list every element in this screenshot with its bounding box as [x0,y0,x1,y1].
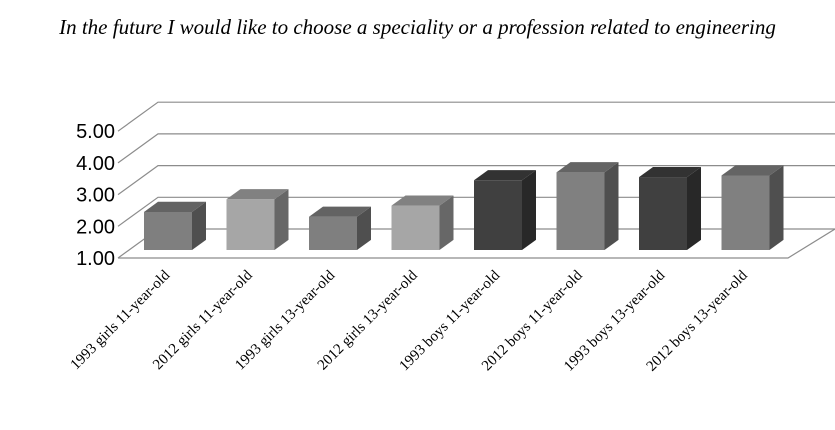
bar-side [439,195,454,250]
bar-top [226,189,289,200]
y-axis-ticks: 1.00 2.00 3.00 4.00 5.00 [76,121,115,270]
bar-top [309,206,371,217]
bar-side [687,166,701,250]
bar-side [769,165,784,250]
bar-front [309,216,357,250]
gridline [117,133,835,164]
floor-edge [118,228,835,259]
bar-front [226,199,275,250]
bar-side [604,162,619,250]
bar-top [721,165,784,176]
gridline [117,101,835,132]
bar-front [721,175,770,250]
bar [474,170,536,250]
bar-side [357,206,371,250]
bar [721,165,784,250]
bar-top [639,166,701,178]
y-tick-label: 3.00 [76,185,115,207]
bar [144,201,206,250]
gridlines [117,101,835,259]
y-tick-label: 4.00 [76,153,115,175]
bar [391,195,454,250]
bar-top [144,201,206,212]
bar-front [144,211,192,250]
bar [309,206,371,250]
chart-title: In the future I would like to choose a s… [59,15,776,39]
bar-front [391,205,440,250]
bar [226,189,289,250]
bar-top [474,170,536,181]
bar-side [522,170,536,250]
bar-top [556,162,619,173]
y-tick-label: 1.00 [76,248,115,270]
y-tick-label: 5.00 [76,121,115,143]
bar [556,162,619,250]
bar-front [639,177,687,250]
bar-front [474,180,522,250]
bar-side [274,189,289,250]
bar-side [192,201,206,250]
bar-front [556,172,605,250]
y-tick-label: 2.00 [76,216,115,238]
bars [144,162,784,250]
bar [639,166,701,250]
bar-top [391,195,454,206]
